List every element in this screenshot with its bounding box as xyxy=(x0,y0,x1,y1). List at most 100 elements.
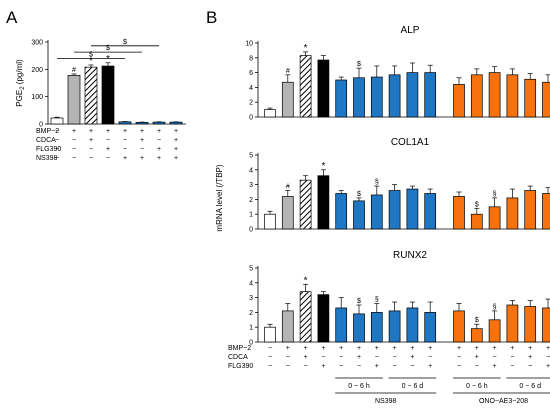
panel-a-ylabel: PGE2 (pg/ml) xyxy=(15,59,26,107)
panel-label-b: B xyxy=(206,8,217,27)
panel-b-factor-sign: − xyxy=(428,354,432,361)
alp-title: ALP xyxy=(401,25,420,36)
alp-bar xyxy=(317,59,330,118)
panel-b-time-group-label: 0 − 6 h xyxy=(466,383,488,390)
runx2-ytick-label: 3 xyxy=(249,295,253,302)
panel-a-significance-mark: # xyxy=(72,67,76,74)
col1a1-significance-mark: * xyxy=(321,161,325,172)
panel-b-factor-sign: − xyxy=(286,363,290,370)
panel-a-bar xyxy=(84,66,98,125)
panel-b-time-group-label: 0 − 6 d xyxy=(402,383,424,390)
panel-b-factor-sign: + xyxy=(546,345,550,352)
panel-b-factor-sign: − xyxy=(457,363,461,370)
runx2-significance-mark: * xyxy=(304,275,308,286)
panel-a-bar xyxy=(135,122,149,125)
col1a1-bar xyxy=(317,175,330,230)
panel-b-factor-sign: + xyxy=(493,345,497,352)
panel-a-factor-sign: + xyxy=(140,128,144,135)
panel-b-factor-sign: + xyxy=(428,345,432,352)
panel-a-factor-sign: + xyxy=(157,128,161,135)
panel-a-comparison-mark: $ xyxy=(89,51,93,58)
alp-bar xyxy=(488,72,501,118)
panel-b-factor-sign: − xyxy=(410,363,414,370)
panel-a-ylabel-main: PGE xyxy=(15,90,24,107)
panel-b-treatment-label: ONO−AE3−208 xyxy=(479,398,528,405)
panel-a-bar xyxy=(50,117,64,125)
panel-b-factor-sign: + xyxy=(375,345,379,352)
runx2-ytick-label: 2 xyxy=(249,310,253,317)
panel-b-factor-sign: − xyxy=(286,354,290,361)
panel-a-factor-sign: + xyxy=(123,155,127,162)
runx2-ytick-label: 0 xyxy=(249,340,253,347)
col1a1-bar xyxy=(299,179,312,230)
alp-ytick-label: 0 xyxy=(249,115,253,122)
col1a1-bar xyxy=(388,190,401,230)
panel-b-factor-sign: − xyxy=(393,363,397,370)
panel-b-factor-sign: + xyxy=(410,345,414,352)
panel-b-factor-sign: + xyxy=(321,363,325,370)
col1a1-bar xyxy=(353,200,365,230)
col1a1-bar xyxy=(264,213,276,230)
panel-b-factor-sign: − xyxy=(393,354,397,361)
panel-b-ylabel: mRNA level (/TBP) xyxy=(215,164,224,231)
panel-b-factor-sign: − xyxy=(357,363,361,370)
col1a1-ytick-label: 3 xyxy=(249,182,253,189)
panel-a-bar xyxy=(169,121,183,125)
panel-a-factor-sign: + xyxy=(174,155,178,162)
col1a1-ytick-label: 2 xyxy=(249,197,253,204)
panel-b-factor-sign: − xyxy=(339,354,343,361)
panel-a-bar xyxy=(118,121,132,125)
panel-b-factor-sign: − xyxy=(546,354,550,361)
alp-ytick-label: 8 xyxy=(249,55,253,62)
runx2-title: RUNX2 xyxy=(393,250,427,261)
runx2-bar xyxy=(488,319,501,343)
col1a1-bar xyxy=(542,193,550,230)
col1a1-bar xyxy=(506,197,519,230)
panel-a-factor-sign: + xyxy=(157,155,161,162)
col1a1-ytick-label: 5 xyxy=(249,153,253,160)
panel-b-factor-sign: + xyxy=(304,345,308,352)
alp-bar xyxy=(370,76,383,118)
alp-ytick-label: 10 xyxy=(245,41,253,48)
panel-a-condition-table: BMP−2− + + + + + + +CDCA − − + − − + − +FLG390− − − + − − + +N… xyxy=(36,128,178,162)
panel-b-factor-sign: + xyxy=(510,345,514,352)
panel-a-factor-sign: + xyxy=(174,146,178,153)
panel-b-factor-sign: − xyxy=(268,363,272,370)
panel-b-time-group-label: 0 − 6 h xyxy=(348,383,370,390)
panel-b-factor-sign: − xyxy=(339,363,343,370)
panel-a-ytick-label: 0 xyxy=(39,122,43,129)
col1a1-ytick-label: 1 xyxy=(249,212,253,219)
panel-label-a: A xyxy=(6,8,18,27)
col1a1-bar xyxy=(281,196,294,230)
col1a1-bar xyxy=(406,188,419,230)
alp-bar xyxy=(524,78,537,118)
col1a1-significance-mark: $ xyxy=(357,191,361,198)
panel-a-factor-sign: − xyxy=(106,155,110,162)
alp-bar xyxy=(453,84,465,118)
panel-a-factor-sign: + xyxy=(106,128,110,135)
runx2-bar xyxy=(353,313,365,343)
alp-bar xyxy=(335,79,348,118)
col1a1-bar xyxy=(453,196,465,230)
alp-bar xyxy=(353,77,365,118)
panel-a-factor-sign: − xyxy=(55,128,59,135)
runx2-bar xyxy=(453,310,465,343)
panel-a-factor-sign: + xyxy=(89,128,93,135)
alp-bar xyxy=(506,74,519,118)
col1a1-ytick-label: 0 xyxy=(249,227,253,234)
panel-a-factor-sign: − xyxy=(55,155,59,162)
panel-a-comparison-mark: $ xyxy=(123,39,127,46)
panel-b-factor-sign: + xyxy=(528,354,532,361)
runx2-bar xyxy=(524,306,537,343)
alp-significance-mark: $ xyxy=(357,61,361,68)
panel-a-bar xyxy=(152,121,166,125)
runx2-bar xyxy=(470,328,483,343)
alp-significance-mark: * xyxy=(304,43,308,54)
alp-bar xyxy=(264,109,276,118)
panel-a-bar xyxy=(67,74,81,125)
panel-a-ylabel-sub: 2 xyxy=(20,86,26,90)
panel-b-factor-sign: − xyxy=(528,363,532,370)
panel-a-factor-sign: − xyxy=(140,146,144,153)
panel-b-factor-sign: + xyxy=(393,345,397,352)
